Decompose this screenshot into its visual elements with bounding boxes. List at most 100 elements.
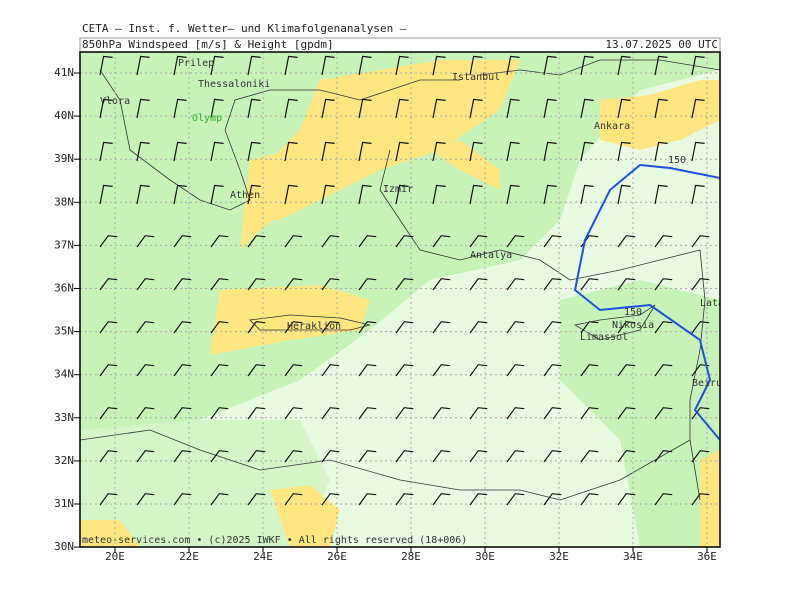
wind-barb — [358, 55, 372, 76]
wind-barb — [580, 493, 599, 506]
wind-barb — [432, 235, 451, 248]
wind-barb — [99, 278, 118, 291]
height-contour — [573, 163, 720, 441]
wind-barb — [617, 141, 631, 162]
wind-barb — [580, 98, 594, 119]
wind-barb — [691, 450, 710, 463]
wind-barb — [173, 98, 187, 119]
wind-barb — [99, 141, 113, 162]
wind-barb — [321, 235, 340, 248]
wind-barb — [247, 55, 261, 76]
wind-barb — [247, 407, 266, 420]
wind-barb — [99, 98, 113, 119]
wind-barb — [284, 407, 303, 420]
wind-barb — [99, 321, 118, 334]
wind-barb — [284, 55, 298, 76]
lon-label: 22E — [179, 550, 199, 563]
wind-barb — [395, 450, 414, 463]
wind-barb — [284, 364, 303, 377]
wind-barb — [543, 450, 562, 463]
wind-zone-strong — [240, 150, 300, 250]
lat-label: 34N — [54, 368, 74, 381]
graticule — [80, 52, 720, 547]
wind-barb — [580, 450, 599, 463]
lat-label: 38N — [54, 195, 74, 208]
wind-barb — [432, 364, 451, 377]
wind-barb — [210, 55, 224, 76]
wind-barb — [247, 493, 266, 506]
wind-zone-strong — [80, 520, 140, 547]
wind-barb — [321, 98, 335, 119]
lon-label: 30E — [475, 550, 495, 563]
wind-barb — [469, 141, 483, 162]
lon-label: 28E — [401, 550, 421, 563]
city-label: Prilep — [178, 58, 214, 69]
wind-barb — [284, 235, 303, 248]
wind-barb — [469, 184, 483, 205]
wind-barb — [395, 141, 409, 162]
wind-barb — [543, 321, 562, 334]
lon-label: 32E — [549, 550, 569, 563]
wind-barb — [543, 55, 557, 76]
wind-zone-strong — [430, 140, 500, 190]
wind-barb — [617, 55, 631, 76]
wind-barb — [136, 235, 155, 248]
wind-barb — [395, 235, 414, 248]
wind-barb — [358, 278, 377, 291]
wind-barb — [247, 450, 266, 463]
lat-label: 40N — [54, 109, 74, 122]
wind-zone-strong — [270, 485, 340, 547]
city-label: Antalya — [470, 250, 512, 261]
wind-barb — [284, 321, 303, 334]
wind-barb — [617, 364, 636, 377]
wind-zone-strong — [600, 80, 720, 150]
wind-barb — [691, 407, 710, 420]
wind-barb — [506, 235, 525, 248]
header-product: 850hPa Windspeed [m/s] & Height [gpdm] — [82, 38, 334, 51]
lon-label: 26E — [327, 550, 347, 563]
wind-barb — [210, 493, 229, 506]
wind-barb — [210, 98, 224, 119]
wind-barb — [395, 184, 409, 205]
map-frame — [79, 51, 721, 548]
wind-barb — [580, 321, 599, 334]
wind-barb — [358, 98, 372, 119]
wind-zone — [560, 280, 720, 547]
wind-barb — [432, 278, 451, 291]
wind-barb — [506, 184, 520, 205]
wind-barb — [432, 321, 451, 334]
wind-barb — [247, 364, 266, 377]
wind-barb — [432, 184, 446, 205]
wind-barb — [358, 450, 377, 463]
wind-barb — [654, 450, 673, 463]
wind-barb — [691, 278, 710, 291]
wind-barb — [506, 493, 525, 506]
wind-barb — [284, 98, 298, 119]
wind-barb — [173, 450, 192, 463]
wind-barb — [580, 184, 594, 205]
wind-barb — [654, 235, 673, 248]
wind-barb — [247, 141, 261, 162]
wind-barb — [173, 55, 187, 76]
wind-barb — [654, 364, 673, 377]
wind-barb — [469, 278, 488, 291]
wind-zone-strong — [700, 450, 720, 547]
wind-barb — [432, 55, 446, 76]
wind-barb — [321, 364, 340, 377]
wind-barb — [210, 184, 224, 205]
axes: 41N 40N 39N 38N 37N 36N 35N 34N 33N 32N 31N 30N 20E 2… — [54, 66, 717, 563]
wind-barb — [136, 141, 150, 162]
wind-barb — [654, 493, 673, 506]
city-label: Limassol — [580, 332, 628, 343]
wind-barb — [321, 55, 335, 76]
wind-barb — [506, 98, 520, 119]
wind-barb — [506, 141, 520, 162]
wind-barb — [395, 98, 409, 119]
wind-barb — [173, 278, 192, 291]
wind-barb — [358, 235, 377, 248]
lon-label: 36E — [697, 550, 717, 563]
wind-barb — [432, 493, 451, 506]
wind-barb — [210, 321, 229, 334]
wind-barb — [210, 364, 229, 377]
wind-zone-strong — [250, 60, 520, 220]
